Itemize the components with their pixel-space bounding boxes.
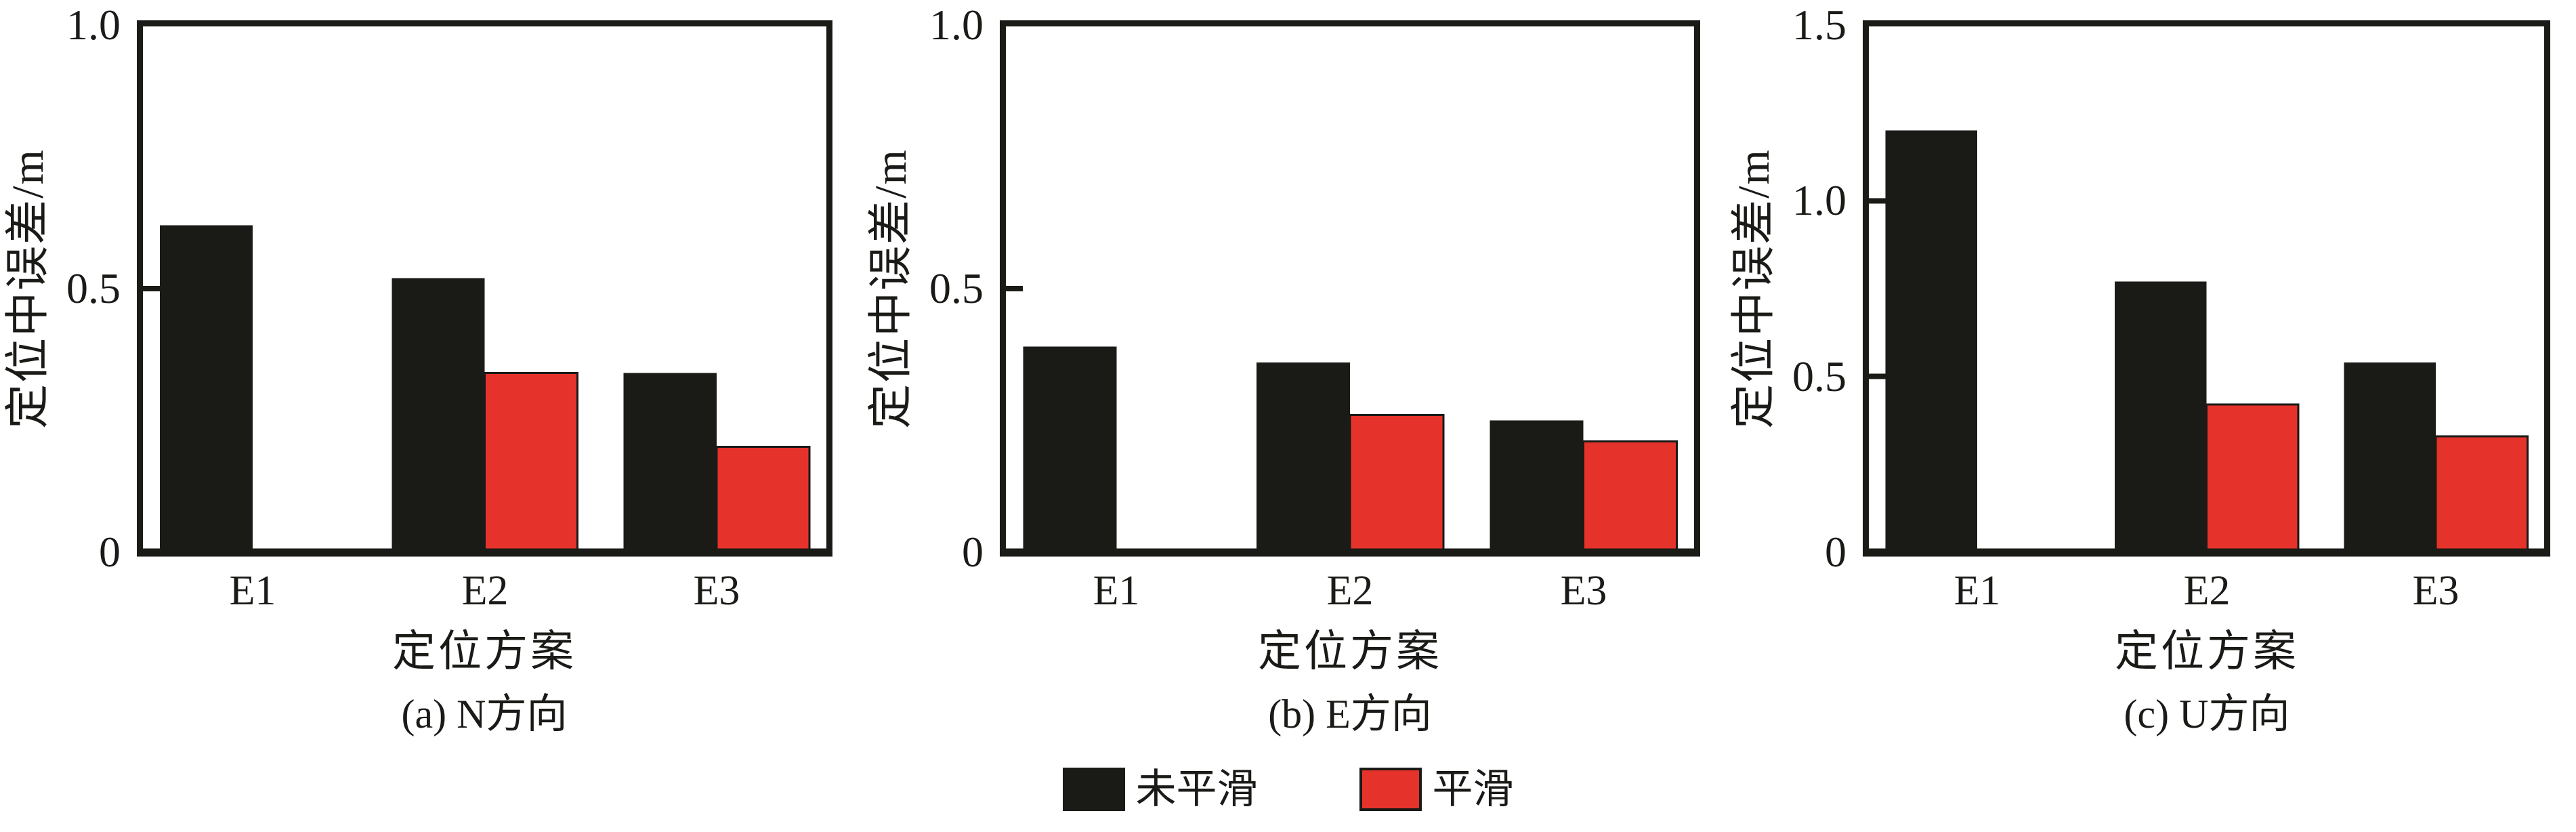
bar-plot-panel-c <box>1863 20 2550 557</box>
y-tick-label: 0 <box>1825 528 1846 576</box>
bar-unsmoothed-E1 <box>160 225 253 552</box>
bar-unsmoothed-E3 <box>623 373 717 552</box>
x-axis-title-c: 定位方案 <box>2115 627 2299 675</box>
y-tick-label: 0 <box>99 528 121 576</box>
x-tick-E1-a: E1 <box>229 568 276 614</box>
x-tick-E2-c: E2 <box>2183 568 2231 614</box>
bar-unsmoothed-E1 <box>1023 346 1117 552</box>
x-axis-title-b: 定位方案 <box>1258 627 1442 675</box>
panel-caption-c: (c) U方向 <box>2124 692 2290 736</box>
x-tick-E2-a: E2 <box>461 568 509 614</box>
bar-plot-panel-a <box>137 20 832 557</box>
legend-swatch-red-icon <box>1359 768 1422 811</box>
y-tick-label: 1.0 <box>1792 176 1846 225</box>
x-tick-E1-c: E1 <box>1954 568 2001 614</box>
y-tick-label: 1.5 <box>1792 1 1846 49</box>
x-axis-title-a: 定位方案 <box>392 627 576 675</box>
legend-swatch-black-icon <box>1062 768 1125 811</box>
x-tick-E2-b: E2 <box>1326 568 1374 614</box>
y-axis-title-c: 定位中误差/m <box>1729 148 1779 429</box>
bar-unsmoothed-E3 <box>1490 420 1584 552</box>
legend-label-unsmoothed: 未平滑 <box>1135 767 1258 812</box>
x-tick-E1-b: E1 <box>1093 568 1140 614</box>
x-tick-E3-a: E3 <box>693 568 740 614</box>
y-tick-label: 0 <box>962 528 984 576</box>
bar-smoothed-E3 <box>2434 435 2529 554</box>
y-tick-label: 1.0 <box>929 1 984 49</box>
bar-smoothed-E2 <box>2205 403 2300 554</box>
panel-caption-b: (b) E方向 <box>1268 692 1432 736</box>
bar-smoothed-E2 <box>484 371 579 554</box>
legend-entry-unsmoothed: 未平滑 <box>1062 760 1258 818</box>
y-tick-label: 0.5 <box>929 264 984 312</box>
bar-unsmoothed-E1 <box>1885 130 1978 553</box>
bar-unsmoothed-E2 <box>392 278 485 552</box>
x-tick-E3-c: E3 <box>2412 568 2459 614</box>
bar-smoothed-E3 <box>1582 440 1678 554</box>
y-tick-label: 0.5 <box>66 264 121 312</box>
legend-entry-smoothed: 平滑 <box>1359 760 1514 818</box>
x-tick-E3-b: E3 <box>1560 568 1607 614</box>
bar-smoothed-E3 <box>715 445 811 554</box>
y-tick-label: 0.5 <box>1792 352 1846 400</box>
bar-unsmoothed-E2 <box>2114 281 2207 552</box>
bar-plot-panel-b <box>1000 20 1700 557</box>
bar-unsmoothed-E2 <box>1256 362 1350 552</box>
legend-label-smoothed: 平滑 <box>1432 767 1514 812</box>
bar-smoothed-E2 <box>1349 414 1445 554</box>
bar-unsmoothed-E3 <box>2344 362 2436 552</box>
legend: 未平滑 平滑 <box>0 760 2576 818</box>
panel-caption-a: (a) N方向 <box>401 692 568 736</box>
y-tick-label: 1.0 <box>66 1 121 49</box>
